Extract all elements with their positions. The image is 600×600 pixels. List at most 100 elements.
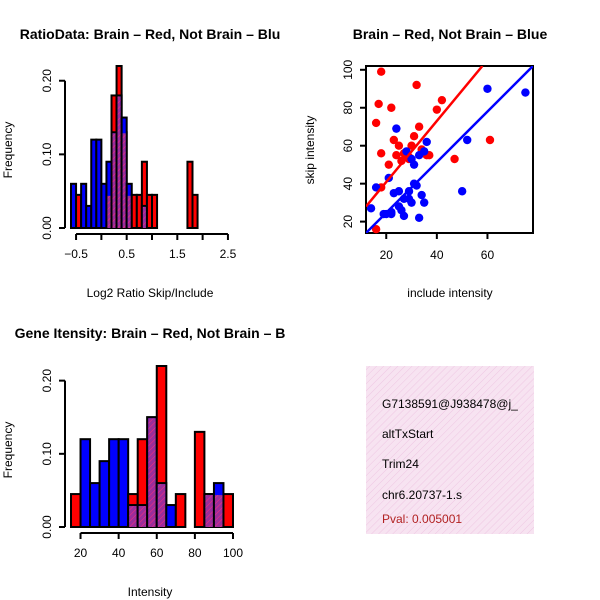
scatter-x-tick-label: 60 xyxy=(481,248,495,262)
scatter-frame xyxy=(365,65,534,234)
gene-name-text: Trim24 xyxy=(382,457,419,471)
scatter-point-red xyxy=(389,135,399,145)
ratio-x-tick-label: 0.5 xyxy=(118,247,135,261)
intensity-x-tick-label: 100 xyxy=(223,546,243,560)
ratio-histogram-title: RatioData: Brain – Red, Not Brain – Blu xyxy=(20,26,281,42)
scatter-point-blue xyxy=(422,137,431,147)
scatter-point-red xyxy=(384,160,393,169)
ratio-y-tick-label: 0.00 xyxy=(40,216,54,240)
scatter-point-blue xyxy=(371,183,381,192)
ratio-x-tick-label: 2.5 xyxy=(220,247,237,261)
ratio-y-tick-label: 0.20 xyxy=(40,69,54,93)
intensity-x-tick-label: 80 xyxy=(188,546,202,560)
intensity-overlap-bar xyxy=(129,506,137,527)
ratio-histogram-ylabel: Frequency xyxy=(1,122,15,179)
intensity-y-tick-label: 0.00 xyxy=(40,515,54,539)
scatter-y-tick-label: 60 xyxy=(341,139,355,153)
scatter-point-red xyxy=(432,105,442,114)
scatter-panel: Brain – Red, Not Brain – Blue 20 40 60 20 40… xyxy=(303,26,547,300)
intensity-y-tick-label: 0.20 xyxy=(40,369,54,393)
scatter-point-blue xyxy=(414,213,424,223)
scatter-point-blue xyxy=(457,187,467,196)
ratio-overlap-bar xyxy=(117,96,121,228)
intensity-blue-bar xyxy=(98,460,111,528)
scatter-xlabel: include intensity xyxy=(407,286,492,300)
ratio-red-bar xyxy=(151,193,159,229)
scatter-point-red xyxy=(437,95,447,105)
intensity-histogram-panel: Gene Itensity: Brain – Red, Not Brain – … xyxy=(1,325,285,599)
event-type-text: altTxStart xyxy=(382,427,434,441)
intensity-red-bar xyxy=(193,430,206,529)
intensity-histogram-axes: 20 40 60 80 100 0.00 0.10 0.20 xyxy=(40,369,243,560)
scatter-point-blue xyxy=(483,84,492,93)
scatter-point-blue xyxy=(407,154,416,164)
probe-id-text: G7138591@J938478@j_ xyxy=(382,397,518,411)
ratio-overlap-bar xyxy=(122,133,126,228)
scatter-point-blue xyxy=(399,211,409,221)
intensity-red-bar xyxy=(222,493,234,528)
scatter-y-tick-label: 80 xyxy=(341,101,355,115)
scatter-x-tick-label: 40 xyxy=(430,248,444,262)
intensity-overlap-bar xyxy=(157,484,166,527)
scatter-plot-area: 20 40 60 20 40 60 80 100 xyxy=(341,59,534,262)
intensity-blue-bar xyxy=(89,482,101,529)
scatter-point-red xyxy=(409,132,419,141)
scatter-fit-line-red xyxy=(366,66,484,208)
scatter-point-red xyxy=(376,67,386,76)
ratio-histogram-axes: −0.5 0.5 1.5 2.5 0.00 0.10 0.20 xyxy=(40,69,237,261)
scatter-point-blue xyxy=(419,198,429,207)
ratio-histogram-panel: RatioData: Brain – Red, Not Brain – Blu … xyxy=(1,26,280,300)
ratio-histogram-xlabel: Log2 Ratio Skip/Include xyxy=(87,286,214,300)
scatter-point-red xyxy=(387,103,396,112)
intensity-blue-bar xyxy=(79,438,92,529)
scatter-point-blue xyxy=(366,204,376,213)
scatter-point-blue xyxy=(417,190,426,200)
scatter-point-blue xyxy=(521,88,530,97)
intensity-overlap-bar xyxy=(148,418,156,527)
intensity-blue-bar xyxy=(117,438,130,529)
scatter-point-red xyxy=(392,150,401,160)
scatter-point-red xyxy=(371,118,381,128)
intensity-histogram-ylabel: Frequency xyxy=(1,422,15,479)
intensity-x-tick-label: 40 xyxy=(112,546,126,560)
intensity-histogram-bars xyxy=(70,365,234,529)
scatter-point-red xyxy=(412,80,421,90)
ratio-x-tick-label: 1.5 xyxy=(169,247,186,261)
scatter-point-blue xyxy=(392,124,401,133)
intensity-red-bar xyxy=(70,493,82,528)
scatter-ylabel: skip intensity xyxy=(303,116,317,185)
scatter-point-blue xyxy=(394,187,404,196)
intensity-blue-bar xyxy=(165,504,177,528)
scatter-point-red xyxy=(450,154,459,164)
intensity-x-tick-label: 20 xyxy=(74,546,88,560)
ratio-overlap-bar xyxy=(112,133,116,228)
scatter-y-tick-label: 40 xyxy=(341,177,355,191)
ratio-overlap-bar xyxy=(127,195,131,228)
intensity-blue-bar xyxy=(108,438,120,529)
intensity-overlap-bar xyxy=(138,506,147,527)
info-box-background xyxy=(366,366,534,534)
scatter-point-red xyxy=(376,149,386,158)
intensity-histogram-title: Gene Itensity: Brain – Red, Not Brain – … xyxy=(15,325,286,341)
scatter-point-red xyxy=(374,99,383,109)
intensity-histogram-xlabel: Intensity xyxy=(128,585,173,599)
intensity-x-tick-label: 60 xyxy=(150,546,164,560)
info-box: G7138591@J938478@j_ altTxStart Trim24 ch… xyxy=(366,366,534,534)
scatter-fit-line-blue xyxy=(366,66,533,233)
scatter-point-red xyxy=(371,225,381,234)
intensity-overlap-bar xyxy=(205,495,213,527)
scatter-x-tick-label: 20 xyxy=(380,248,394,262)
scatter-point-red xyxy=(414,122,424,131)
intensity-overlap-bar xyxy=(214,495,223,527)
scatter-point-red xyxy=(394,141,404,150)
ratio-histogram-bars xyxy=(70,65,199,230)
scatter-point-blue xyxy=(463,135,472,145)
scatter-point-blue xyxy=(419,147,429,156)
location-text: chr6.20737-1.s xyxy=(382,488,462,502)
ratio-overlap-bar xyxy=(107,195,111,228)
ratio-x-tick-label: −0.5 xyxy=(64,247,88,261)
intensity-y-tick-label: 0.10 xyxy=(40,442,54,466)
intensity-red-bar xyxy=(174,493,187,528)
pval-text: Pval: 0.005001 xyxy=(382,512,462,526)
